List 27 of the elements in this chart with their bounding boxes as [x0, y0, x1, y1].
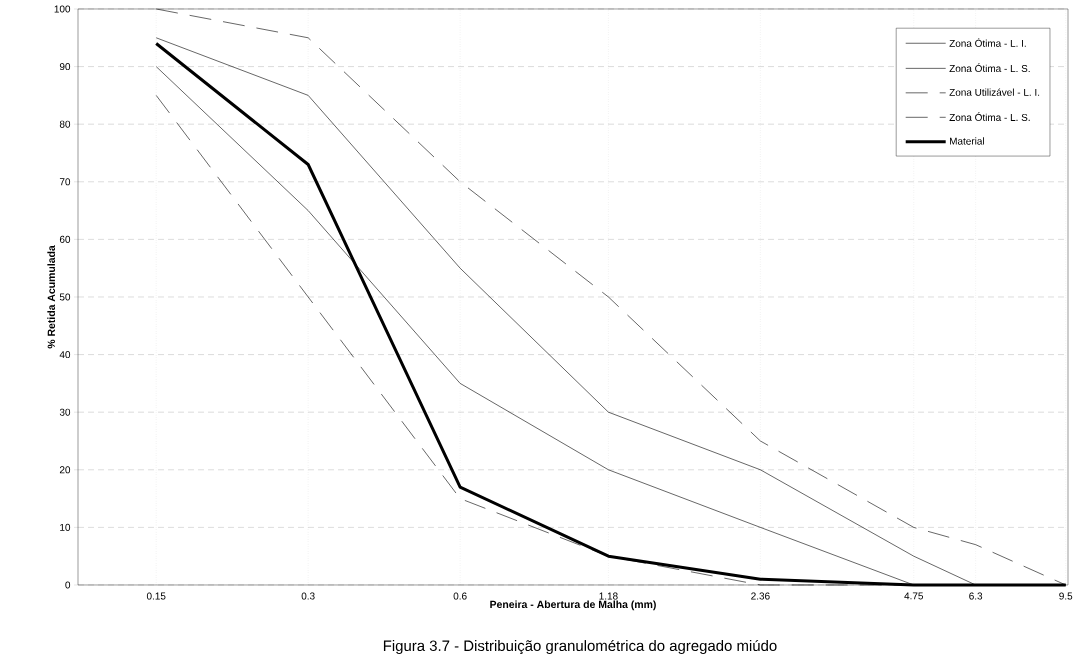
y-axis-title: % Retida Acumulada: [47, 245, 56, 349]
y-tick-label: 30: [59, 408, 71, 416]
x-tick-label: 0.3: [301, 592, 315, 600]
y-tick-label: 100: [54, 5, 71, 13]
y-tick-label: 20: [59, 466, 71, 474]
y-tick-label: 40: [59, 351, 71, 359]
y-tick-label: 60: [59, 235, 71, 243]
legend-label: Zona Ótima - L. S.: [949, 63, 1030, 73]
x-tick-label: 0.15: [146, 592, 166, 600]
legend-label: Zona Ótima - L. S.: [949, 112, 1030, 121]
y-tick-label: 80: [59, 120, 71, 128]
y-tick-label: 90: [59, 63, 71, 71]
legend-label: Zona Ótima - L. I.: [949, 38, 1026, 47]
legend-label: Material: [950, 137, 984, 145]
x-tick-label: 6.3: [969, 592, 983, 600]
y-tick-label: 70: [59, 178, 71, 186]
x-tick-label: 2.36: [751, 592, 770, 600]
x-tick-label: 0.6: [453, 592, 467, 600]
y-tick-label: 50: [59, 293, 71, 301]
y-tick-label: 10: [60, 523, 71, 531]
y-tick-label: 0: [65, 581, 71, 589]
text: Figura 3.7 - Distribuição granulométrica do agregado miúdo: [383, 639, 777, 655]
legend-label: Zona Utilizável - L. I.: [949, 88, 1040, 96]
x-axis-title: Peneira - Abertura de Malha (mm): [490, 600, 656, 611]
x-tick-label: 1.18: [599, 592, 618, 600]
x-tick-label: 9.5: [1059, 592, 1073, 600]
x-tick-label: 4.75: [904, 592, 924, 600]
